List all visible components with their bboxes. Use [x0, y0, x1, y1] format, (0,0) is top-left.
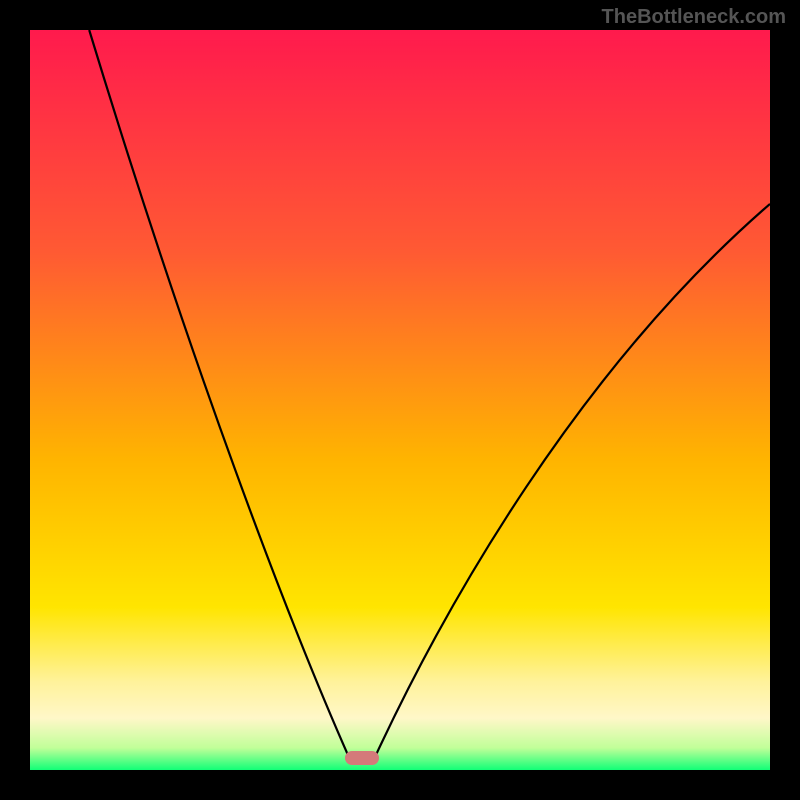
- minimum-marker: [345, 751, 379, 765]
- chart-plot-area: [30, 30, 770, 770]
- watermark-text: TheBottleneck.com: [602, 6, 786, 29]
